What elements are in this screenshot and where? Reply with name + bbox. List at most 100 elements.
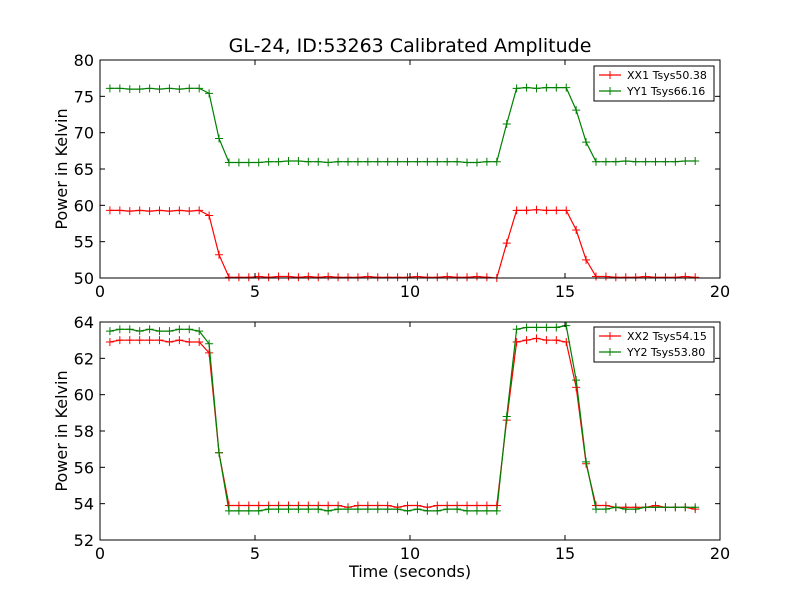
- legend: XX1 Tsys50.38 YY1 Tsys66.16: [593, 65, 715, 102]
- data-point: [165, 84, 174, 93]
- data-point: [115, 325, 124, 334]
- data-point: [383, 273, 392, 282]
- data-point: [254, 272, 263, 281]
- x-tick-label: 20: [710, 282, 730, 301]
- data-point: [671, 503, 680, 512]
- y-tick-label: 75: [74, 87, 94, 106]
- data-point: [244, 506, 253, 515]
- data-point: [492, 506, 501, 515]
- data-point: [215, 250, 224, 259]
- x-tick-label: 0: [95, 282, 105, 301]
- data-point: [185, 325, 194, 334]
- data-point: [582, 255, 591, 264]
- data-point: [205, 339, 214, 348]
- data-point: [423, 273, 432, 282]
- data-point: [353, 157, 362, 166]
- data-point: [383, 505, 392, 514]
- data-point: [135, 327, 144, 336]
- y-tick-label: 65: [74, 160, 94, 179]
- data-point: [651, 273, 660, 282]
- data-point: [453, 273, 462, 282]
- data-point: [125, 85, 134, 94]
- data-point: [651, 503, 660, 512]
- data-point: [324, 272, 333, 281]
- data-point: [453, 157, 462, 166]
- y-tick-label: 62: [74, 349, 94, 368]
- data-point: [373, 505, 382, 514]
- data-point: [264, 505, 273, 514]
- data-point: [512, 84, 521, 93]
- data-point: [224, 158, 233, 167]
- data-point: [433, 506, 442, 515]
- data-point: [324, 158, 333, 167]
- data-point: [145, 325, 154, 334]
- data-point: [264, 273, 273, 282]
- data-point: [334, 273, 343, 282]
- legend-entry: YY2 Tsys53.80: [626, 346, 705, 359]
- data-point: [413, 272, 422, 281]
- legend-frame: [593, 65, 715, 102]
- data-point: [135, 336, 144, 345]
- data-point: [522, 206, 531, 215]
- data-point: [314, 273, 323, 282]
- data-point: [254, 158, 263, 167]
- data-point: [582, 457, 591, 466]
- data-point: [145, 84, 154, 93]
- data-point: [631, 157, 640, 166]
- data-point: [165, 337, 174, 346]
- data-point: [601, 505, 610, 514]
- data-point: [274, 505, 283, 514]
- data-point: [195, 84, 204, 93]
- data-point: [433, 157, 442, 166]
- data-point: [423, 506, 432, 515]
- data-point: [224, 506, 233, 515]
- x-axis-label: Time (seconds): [348, 562, 471, 581]
- data-point: [105, 337, 114, 346]
- data-point: [671, 157, 680, 166]
- data-point: [135, 206, 144, 215]
- x-tick-label: 10: [400, 282, 420, 301]
- data-point: [363, 157, 372, 166]
- y-tick-label: 70: [74, 124, 94, 143]
- data-point: [681, 157, 690, 166]
- data-point: [681, 272, 690, 281]
- data-point: [592, 157, 600, 166]
- data-point: [592, 272, 600, 281]
- data-point: [542, 83, 551, 92]
- data-point: [512, 337, 521, 346]
- data-point: [691, 503, 700, 512]
- data-point: [453, 505, 462, 514]
- data-point: [512, 325, 521, 334]
- x-tick-label: 5: [250, 544, 260, 563]
- data-point: [691, 273, 700, 282]
- data-point: [274, 272, 283, 281]
- data-point: [334, 157, 343, 166]
- data-point: [552, 206, 561, 215]
- data-point: [552, 323, 561, 332]
- x-tick-label: 5: [250, 282, 260, 301]
- data-point: [611, 273, 620, 282]
- data-point: [443, 157, 452, 166]
- data-point: [681, 503, 690, 512]
- data-point: [472, 158, 481, 167]
- data-point: [522, 336, 531, 345]
- data-point: [691, 157, 700, 166]
- y-tick-label: 58: [74, 422, 94, 441]
- data-point: [572, 106, 581, 115]
- x-tick-label: 15: [555, 282, 575, 301]
- data-point: [472, 272, 481, 281]
- data-point: [234, 273, 243, 282]
- data-point: [284, 505, 293, 514]
- data-point: [611, 157, 620, 166]
- data-point: [195, 327, 204, 336]
- data-point: [641, 272, 650, 281]
- data-point: [294, 273, 303, 282]
- data-point: [641, 503, 650, 512]
- data-point: [155, 327, 164, 336]
- legend-marker: [606, 332, 614, 340]
- data-point: [304, 157, 313, 166]
- data-point: [125, 325, 134, 334]
- data-point: [363, 505, 372, 514]
- data-point: [582, 138, 591, 147]
- data-point: [443, 272, 452, 281]
